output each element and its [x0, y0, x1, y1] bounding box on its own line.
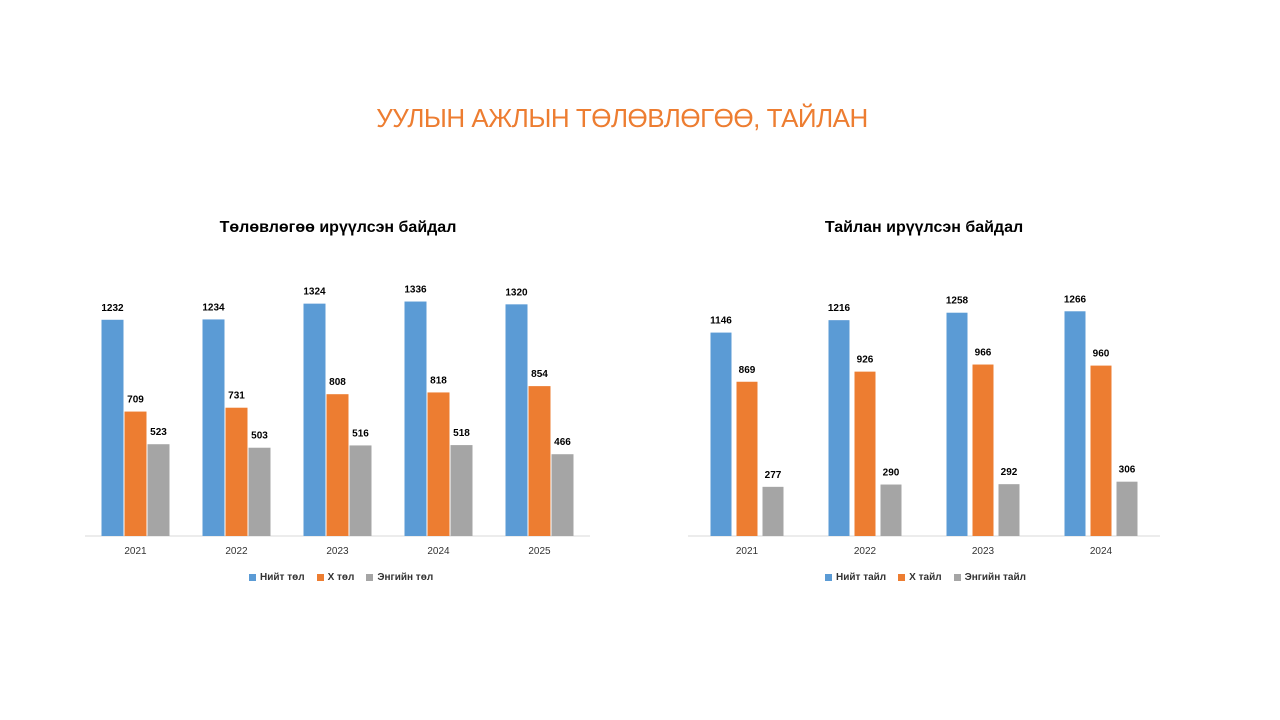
data-label-x-2021: 869: [739, 365, 756, 376]
slide-title: УУЛЫН АЖЛЫН ТӨЛӨВЛӨГӨӨ, ТАЙЛАН: [376, 103, 868, 133]
bar-total-2024: [1064, 311, 1086, 536]
bar-total-2023: [946, 312, 968, 536]
report-chart-legend: Нийт тайл Х тайл Энгийн тайл: [825, 572, 1026, 583]
data-label-regular-2024: 518: [453, 428, 470, 439]
data-label-x-2023: 808: [329, 377, 346, 388]
data-label-regular-2022: 503: [251, 431, 268, 442]
bar-regular-2021: [762, 486, 784, 536]
x-tick-label-2024: 2024: [1090, 546, 1113, 557]
data-label-total-2021: 1146: [710, 316, 732, 327]
x-tick-label-2022: 2022: [854, 546, 877, 557]
data-label-x-2022: 926: [857, 355, 874, 366]
bar-regular-2022: [880, 484, 902, 536]
bar-total-2025: [505, 304, 528, 536]
legend-item-x: Х тайл: [898, 572, 942, 583]
legend-label: Энгийн төл: [377, 572, 434, 583]
legend-item-x: Х төл: [316, 572, 355, 583]
bar-x-2021: [124, 411, 147, 536]
x-tick-label-2021: 2021: [124, 546, 147, 557]
bar-total-2022: [828, 320, 850, 536]
chart-title-plan: Төлөвлөгөө ирүүлсэн байдал: [219, 219, 457, 236]
data-label-x-2024: 818: [430, 375, 447, 386]
legend-label: Нийт төл: [260, 572, 305, 583]
legend-swatch-blue: [825, 574, 832, 581]
data-label-total-2024: 1336: [404, 285, 427, 296]
data-label-total-2021: 1232: [101, 303, 124, 314]
bar-total-2024: [404, 301, 427, 536]
x-tick-label-2025: 2025: [528, 546, 551, 557]
legend-swatch-gray: [366, 574, 374, 581]
data-label-regular-2022: 290: [883, 468, 900, 479]
bar-x-2023: [326, 394, 349, 536]
bar-total-2023: [303, 303, 326, 536]
data-label-total-2023: 1258: [946, 296, 969, 307]
data-label-total-2025: 1320: [505, 287, 528, 298]
x-tick-label-2024: 2024: [427, 546, 450, 557]
bar-regular-2025: [551, 454, 574, 536]
bar-regular-2023: [998, 484, 1020, 536]
data-label-regular-2021: 277: [765, 470, 782, 481]
bar-regular-2023: [349, 445, 372, 536]
bar-regular-2022: [248, 447, 271, 536]
bar-x-2022: [854, 371, 876, 536]
legend-item-regular: Энгийн тайл: [953, 572, 1026, 583]
bar-total-2022: [202, 319, 225, 536]
legend-swatch-orange: [898, 574, 906, 581]
x-tick-label-2022: 2022: [225, 546, 248, 557]
data-label-regular-2023: 292: [1001, 467, 1018, 478]
legend-swatch-gray: [953, 574, 961, 581]
data-label-x-2021: 709: [127, 395, 144, 406]
x-tick-label-2021: 2021: [736, 546, 759, 557]
data-label-total-2023: 1324: [303, 287, 326, 298]
chart-title-report: Тайлан ирүүлсэн байдал: [824, 219, 1024, 236]
legend-item-total: Нийт төл: [249, 572, 305, 583]
bar-total-2021: [710, 332, 732, 536]
legend-swatch-blue: [249, 574, 256, 581]
data-label-x-2024: 960: [1093, 349, 1110, 360]
data-label-x-2023: 966: [975, 348, 992, 359]
data-label-regular-2023: 516: [352, 428, 369, 439]
bar-x-2022: [225, 407, 248, 536]
legend-item-regular: Энгийн төл: [366, 572, 433, 583]
bar-x-2024: [427, 392, 450, 536]
data-label-x-2025: 854: [531, 369, 548, 380]
legend-item-total: Нийт тайл: [825, 572, 886, 583]
bar-x-2024: [1090, 365, 1112, 536]
bar-regular-2024: [1116, 481, 1138, 536]
legend-label: Нийт тайл: [836, 572, 887, 583]
bar-total-2021: [101, 319, 124, 536]
data-label-regular-2024: 306: [1119, 465, 1136, 476]
bar-regular-2021: [147, 444, 170, 536]
legend-label: Х тайл: [909, 572, 942, 583]
bar-x-2025: [528, 386, 551, 536]
data-label-regular-2021: 523: [150, 427, 167, 438]
legend-label: Х төл: [327, 572, 355, 583]
data-label-x-2022: 731: [228, 391, 245, 402]
data-label-total-2022: 1216: [828, 303, 851, 314]
data-label-total-2022: 1234: [202, 302, 225, 313]
x-tick-label-2023: 2023: [326, 546, 349, 557]
data-label-total-2024: 1266: [1064, 294, 1087, 305]
bar-regular-2024: [450, 445, 473, 536]
bar-x-2021: [736, 381, 758, 536]
data-label-regular-2025: 466: [554, 437, 571, 448]
legend-swatch-orange: [316, 574, 324, 581]
x-tick-label-2023: 2023: [972, 546, 995, 557]
legend-label: Энгийн тайл: [964, 572, 1026, 583]
bar-x-2023: [972, 364, 994, 536]
plan-chart-legend: Нийт төл Х төл Энгийн төл: [249, 572, 433, 583]
